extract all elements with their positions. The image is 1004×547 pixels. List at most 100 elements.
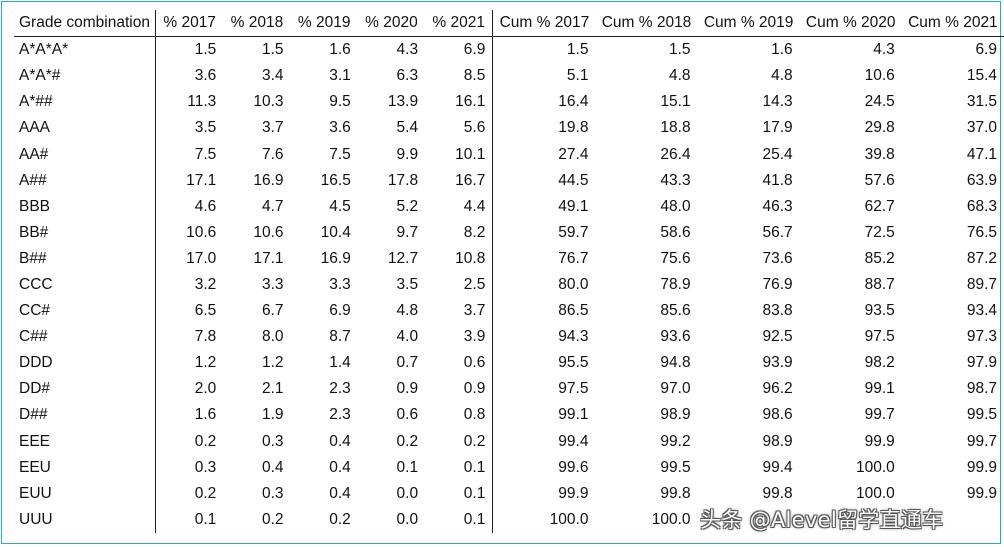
cumulative-percent-cell: 24.5 [864, 93, 895, 111]
percent-cell: 0.2 [261, 510, 284, 528]
column-header: Cum % 2017 [492, 10, 596, 38]
cumulative-percent-cell: 86.5 [558, 302, 589, 320]
cumulative-percent-cell: 1.5 [566, 41, 589, 59]
percent-cell: 3.5 [194, 119, 217, 137]
grade-combination-cell: DDD [14, 350, 157, 377]
percent-cell: 6.3 [396, 67, 419, 85]
grade-combination-cell: B## [14, 245, 157, 272]
percent-cell: 6.9 [425, 36, 494, 64]
cumulative-percent-cell: 97.3 [966, 328, 997, 346]
cumulative-percent-cell: 89.7 [966, 275, 997, 293]
percent-cell: 7.6 [261, 145, 284, 163]
percent-cell: 3.3 [329, 275, 351, 293]
column-header: % 2018 [223, 10, 291, 38]
percent-cell: 0.3 [261, 484, 284, 502]
cumulative-percent-cell: 99.1 [864, 380, 895, 398]
percent-cell: 3.7 [261, 119, 284, 137]
table-body: A*A*A* 1.5 1.5 1.6 4.3 6.9 1.5 1.5 1.6 4.3 6.9 A*A*… [14, 36, 1004, 533]
cumulative-percent-cell: 17.9 [762, 119, 793, 137]
table-row: CCC 3.2 3.3 3.3 3.5 2.5 80.0 78.9 76.9 88.7 89.7 [14, 271, 1004, 299]
percent-cell: 0.4 [329, 458, 351, 476]
table-row: AAA 3.5 3.7 3.6 5.4 5.6 19.8 18.8 17.9 29.8 37.0 [14, 115, 1004, 142]
percent-cell: 1.2 [194, 354, 217, 372]
cumulative-percent-cell: 15.4 [966, 67, 997, 85]
percent-cell: 2.3 [329, 380, 351, 398]
cumulative-percent-cell: 73.6 [762, 249, 793, 267]
percent-cell: 17.0 [186, 249, 217, 267]
cumulative-percent-cell: 88.7 [864, 275, 895, 293]
percent-cell: 0.9 [425, 376, 494, 403]
cumulative-percent-cell: 59.7 [558, 223, 589, 241]
cumulative-percent-cell: 76.5 [966, 223, 997, 241]
percent-cell: 0.4 [329, 432, 351, 450]
percent-cell: 10.4 [320, 223, 351, 241]
cumulative-percent-cell: 80.0 [558, 275, 589, 293]
column-header: Cum % 2021 [901, 10, 1004, 38]
cumulative-percent-cell: 75.6 [660, 249, 691, 267]
cumulative-percent-cell: 98.9 [660, 406, 691, 424]
cumulative-percent-cell: 97.0 [660, 380, 691, 398]
cumulative-percent-cell: 99.5 [966, 406, 997, 424]
percent-cell: 0.2 [194, 484, 217, 502]
cumulative-percent-cell: 62.7 [864, 197, 895, 215]
cumulative-percent-cell: 83.8 [762, 302, 793, 320]
percent-cell: 0.4 [329, 484, 351, 502]
column-header: % 2017 [155, 10, 224, 38]
percent-cell: 6.7 [261, 302, 284, 320]
percent-cell: 7.5 [329, 145, 351, 163]
cumulative-percent-cell: 25.4 [762, 145, 793, 163]
cumulative-percent-cell: 29.8 [864, 119, 895, 137]
percent-cell: 1.6 [329, 41, 351, 59]
cumulative-percent-cell: 56.7 [762, 223, 793, 241]
cumulative-percent-cell: 99.9 [864, 432, 895, 450]
grade-combination-cell: EUU [14, 480, 157, 507]
percent-cell: 1.4 [329, 354, 351, 372]
table-row: EEE 0.2 0.3 0.4 0.2 0.2 99.4 99.2 98.9 99.9 99.7 [14, 428, 1004, 455]
cumulative-percent-cell: 93.9 [762, 354, 793, 372]
percent-cell: 7.5 [194, 145, 217, 163]
cumulative-percent-cell: 93.6 [660, 328, 691, 346]
percent-cell: 8.5 [425, 63, 494, 90]
column-header: % 2020 [357, 10, 426, 38]
percent-cell: 0.3 [261, 432, 284, 450]
cumulative-percent-cell: 4.8 [669, 67, 691, 85]
cumulative-percent-cell: 87.2 [966, 249, 997, 267]
column-header: % 2019 [290, 10, 358, 38]
cumulative-percent-cell: 97.5 [558, 380, 589, 398]
cumulative-percent-cell: 4.3 [873, 41, 895, 59]
percent-cell: 2.1 [261, 380, 284, 398]
cumulative-percent-cell: 99.8 [660, 484, 691, 502]
cumulative-percent-cell: 26.4 [660, 145, 691, 163]
cumulative-percent-cell: 41.8 [762, 171, 793, 189]
percent-cell: 13.9 [387, 93, 419, 111]
cumulative-percent-cell: 100.0 [855, 458, 895, 476]
cumulative-percent-cell: 99.4 [558, 432, 589, 450]
cumulative-percent-cell: 99.7 [966, 432, 997, 450]
grade-combination-cell: A*A*A* [14, 36, 157, 64]
percent-cell: 16.5 [320, 171, 351, 189]
cumulative-percent-cell: 99.6 [558, 458, 589, 476]
percent-cell: 0.9 [396, 380, 419, 398]
cumulative-percent-cell: 92.5 [762, 328, 793, 346]
percent-cell: 3.3 [261, 275, 284, 293]
cumulative-percent-cell: 98.2 [864, 354, 895, 372]
grade-combination-table: Grade combination% 2017% 2018% 2019% 202… [14, 10, 1004, 533]
cumulative-percent-cell: 43.3 [660, 171, 691, 189]
cumulative-percent-cell: 99.8 [762, 484, 793, 502]
percent-cell: 8.7 [329, 328, 351, 346]
percent-cell: 0.2 [329, 510, 351, 528]
table-row: A*A*# 3.6 3.4 3.1 6.3 8.5 5.1 4.8 4.8 10.6 15.4 [14, 63, 1004, 90]
cumulative-percent-cell: 99.2 [660, 432, 691, 450]
table-row: UUU 0.1 0.2 0.2 0.0 0.1 100.0 100.0 [14, 506, 1004, 533]
grade-combination-cell: BB# [14, 219, 157, 246]
cumulative-percent-cell: 15.1 [660, 93, 691, 111]
column-header: Cum % 2018 [595, 10, 698, 38]
cumulative-percent-cell: 85.2 [864, 249, 895, 267]
cumulative-percent-cell: 97.9 [966, 354, 997, 372]
cumulative-percent-cell: 97.5 [864, 328, 895, 346]
grade-combination-cell: CC# [14, 298, 157, 325]
percent-cell: 9.5 [329, 93, 351, 111]
percent-cell: 0.2 [194, 432, 217, 450]
percent-cell: 17.1 [186, 171, 217, 189]
table-row: A*## 11.3 10.3 9.5 13.9 16.1 16.4 15.1 14.3 24.5 3… [14, 89, 1004, 116]
